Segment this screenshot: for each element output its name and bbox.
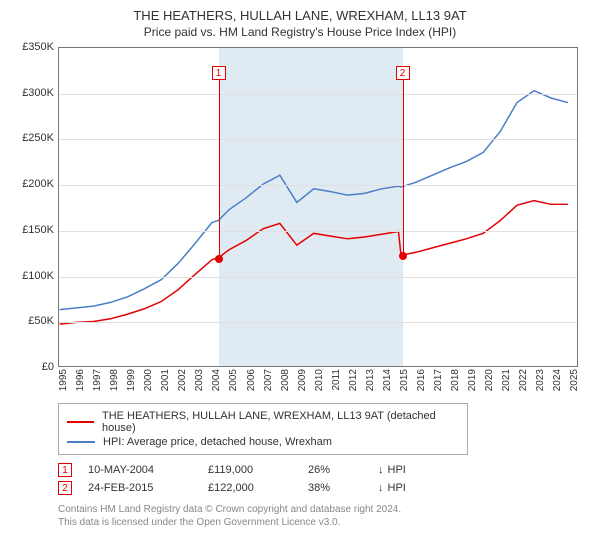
transaction-price: £119,000	[208, 464, 308, 476]
y-tick-label: £350K	[22, 41, 54, 53]
plot-area: 12	[58, 47, 578, 367]
gridline	[59, 231, 577, 232]
chart-container: THE HEATHERS, HULLAH LANE, WREXHAM, LL13…	[0, 0, 600, 535]
legend-swatch	[67, 441, 95, 443]
footer-line: This data is licensed under the Open Gov…	[58, 516, 590, 529]
marker-flag: 1	[212, 66, 226, 80]
chart-title: THE HEATHERS, HULLAH LANE, WREXHAM, LL13…	[10, 8, 590, 23]
footer-line: Contains HM Land Registry data © Crown c…	[58, 503, 590, 516]
y-tick-label: £0	[42, 361, 54, 373]
transaction-tag: HPI	[388, 482, 406, 494]
chart-area: £0£50K£100K£150K£200K£250K£300K£350K 12 …	[10, 47, 590, 397]
transaction-date: 24-FEB-2015	[88, 482, 208, 494]
y-tick-label: £150K	[22, 224, 54, 236]
y-tick-label: £50K	[28, 315, 54, 327]
legend-item: THE HEATHERS, HULLAH LANE, WREXHAM, LL13…	[67, 410, 459, 434]
y-tick-label: £100K	[22, 270, 54, 282]
marker-dot	[215, 255, 223, 263]
marker-dot	[399, 252, 407, 260]
transaction-tag: HPI	[388, 464, 406, 476]
chart-subtitle: Price paid vs. HM Land Registry's House …	[10, 25, 590, 39]
down-arrow-icon: ↓	[378, 464, 384, 476]
y-tick-label: £200K	[22, 178, 54, 190]
y-tick-label: £300K	[22, 87, 54, 99]
footer: Contains HM Land Registry data © Crown c…	[58, 503, 590, 529]
x-axis: 1995199619971998199920002001200220032004…	[58, 367, 578, 397]
gridline	[59, 139, 577, 140]
transaction-price: £122,000	[208, 482, 308, 494]
down-arrow-icon: ↓	[378, 482, 384, 494]
legend-text: HPI: Average price, detached house, Wrex…	[103, 436, 332, 448]
transaction-row: 2 24-FEB-2015£122,00038%↓ HPI	[58, 481, 590, 495]
gridline	[59, 94, 577, 95]
gridline	[59, 322, 577, 323]
line-series-svg	[59, 48, 577, 366]
transaction-date: 10-MAY-2004	[88, 464, 208, 476]
y-axis: £0£50K£100K£150K£200K£250K£300K£350K	[10, 47, 58, 367]
marker-flag: 2	[396, 66, 410, 80]
marker-line	[219, 80, 220, 259]
transaction-row: 1 10-MAY-2004£119,00026%↓ HPI	[58, 463, 590, 477]
transaction-table: 1 10-MAY-2004£119,00026%↓ HPI 2 24-FEB-2015£…	[58, 463, 590, 495]
transaction-flag: 1	[58, 463, 72, 477]
x-tick-label: 2025	[569, 369, 597, 391]
y-tick-label: £250K	[22, 132, 54, 144]
legend: THE HEATHERS, HULLAH LANE, WREXHAM, LL13…	[58, 403, 468, 455]
legend-text: THE HEATHERS, HULLAH LANE, WREXHAM, LL13…	[102, 410, 459, 434]
transaction-flag: 2	[58, 481, 72, 495]
series-price_paid	[60, 201, 568, 325]
legend-item: HPI: Average price, detached house, Wrex…	[67, 436, 459, 448]
gridline	[59, 277, 577, 278]
transaction-pct: 38%	[308, 482, 378, 494]
transaction-pct: 26%	[308, 464, 378, 476]
gridline	[59, 185, 577, 186]
marker-line	[403, 80, 404, 256]
legend-swatch	[67, 421, 94, 423]
